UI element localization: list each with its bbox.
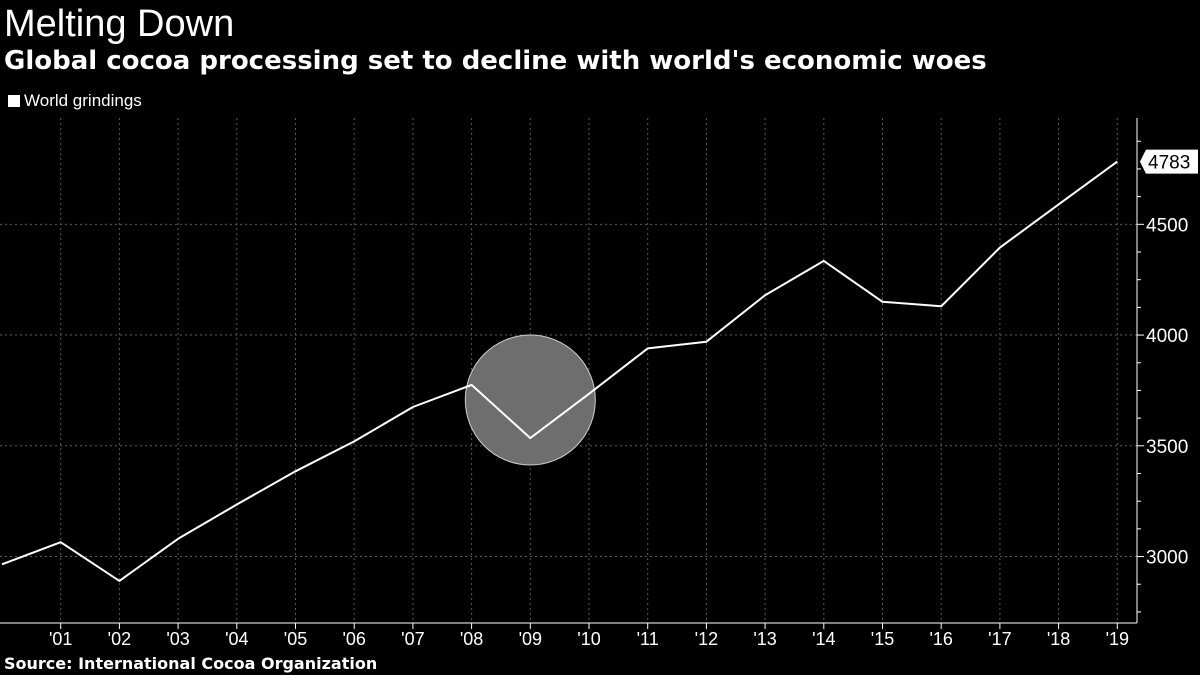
chart-subtitle: Global cocoa processing set to decline w…	[4, 46, 987, 76]
legend-swatch	[8, 95, 20, 107]
x-tick-label: '13	[753, 629, 776, 649]
x-tick-label: '05	[284, 629, 307, 649]
source-note: Source: International Cocoa Organization	[4, 654, 378, 673]
x-tick-label: '08	[460, 629, 483, 649]
last-value-tag	[1140, 149, 1198, 174]
x-tick-label: '17	[988, 629, 1011, 649]
x-tick-label: '19	[1106, 629, 1129, 649]
x-tick-label: '03	[166, 629, 189, 649]
highlight-circle	[464, 334, 596, 466]
x-tick-label: '01	[49, 629, 72, 649]
x-tick-label: '16	[929, 629, 952, 649]
legend-label: World grindings	[24, 91, 142, 110]
x-tick-label: '09	[519, 629, 542, 649]
x-tick-label: '04	[225, 629, 248, 649]
chart-title: Melting Down	[4, 3, 235, 45]
x-tick-label: '12	[695, 629, 718, 649]
y-tick-label: 3500	[1146, 437, 1188, 458]
series-line-world-grindings	[1, 160, 1118, 582]
legend: World grindings	[8, 91, 142, 111]
x-tick-label: '15	[871, 629, 894, 649]
x-tick-label: '11	[637, 629, 659, 649]
x-tick-label: '06	[342, 629, 365, 649]
last-value-label: 4783	[1148, 153, 1190, 174]
x-tick-label: '07	[401, 629, 424, 649]
x-tick-label: '02	[108, 629, 131, 649]
y-tick-label: 4500	[1146, 215, 1188, 236]
x-tick-label: '14	[812, 629, 835, 649]
y-tick-label: 4000	[1146, 326, 1188, 347]
x-tick-label: '10	[577, 629, 600, 649]
x-tick-label: '18	[1047, 629, 1070, 649]
y-tick-label: 3000	[1146, 548, 1188, 569]
